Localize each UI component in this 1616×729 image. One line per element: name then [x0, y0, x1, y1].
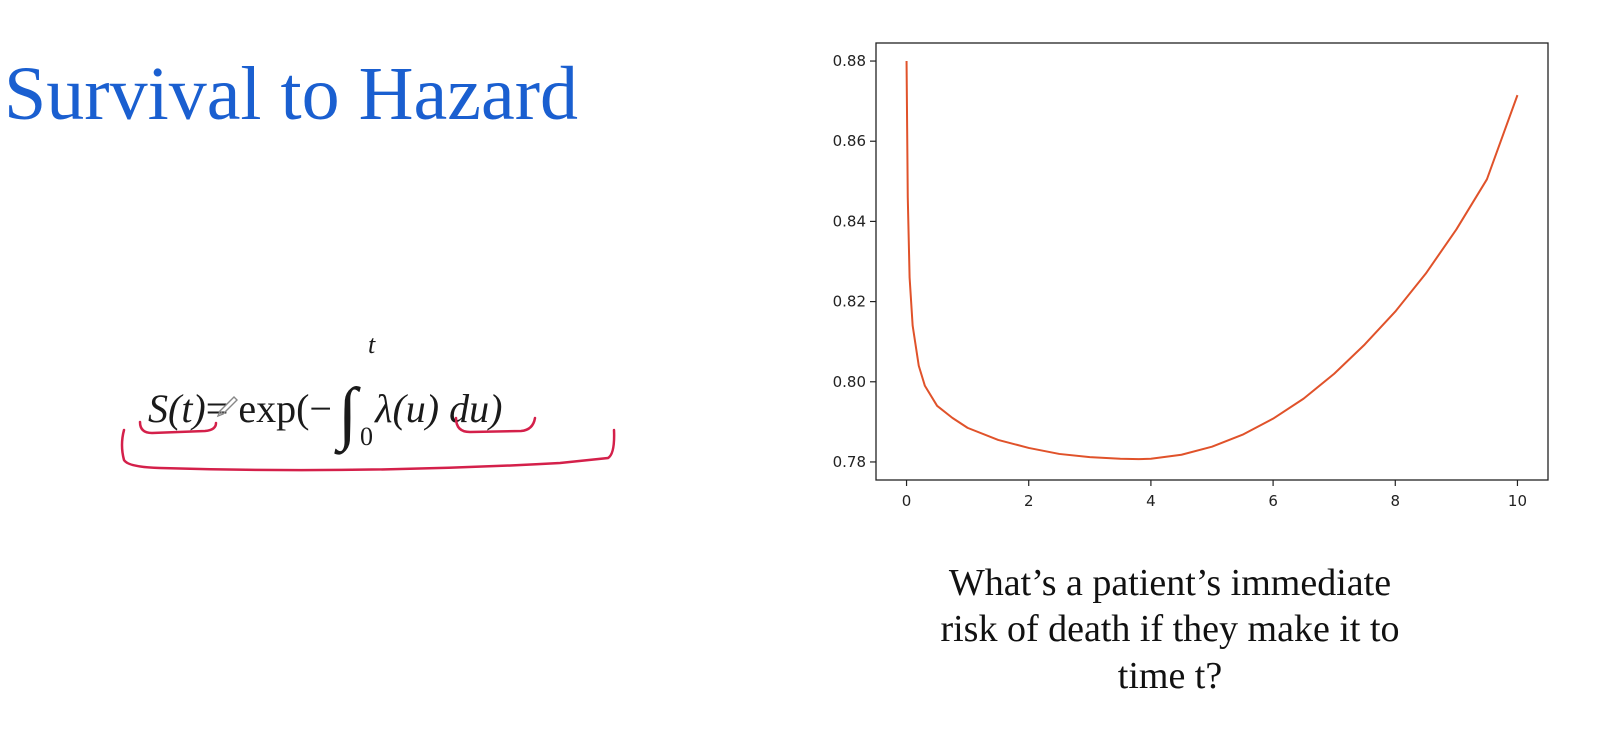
formula-brace — [120, 428, 616, 472]
y-tick-label: 0.84 — [833, 212, 866, 230]
hazard-chart: 0.78 0.80 0.82 0.84 0.86 0.88 0 2 4 6 8 10 — [833, 42, 1549, 510]
x-axis: 0 2 4 6 8 10 — [902, 480, 1527, 510]
integral-lower-limit: 0 — [359, 422, 373, 451]
exp-term: exp(− — [238, 386, 332, 431]
plot-frame — [875, 42, 1549, 481]
x-tick-label: 6 — [1268, 492, 1278, 510]
x-tick-label: 4 — [1146, 492, 1156, 510]
question-text: What’s a patient’s immediate risk of dea… — [870, 560, 1470, 699]
hazard-function: λ(u) — [375, 386, 440, 431]
slide-title: Survival to Hazard — [4, 52, 579, 136]
survival-formula: S(t)= exp(−∫ t 0 λ(u) du) — [148, 330, 502, 452]
x-tick-label: 2 — [1024, 492, 1034, 510]
hazard-curve — [905, 61, 1519, 461]
y-tick-label: 0.78 — [833, 453, 866, 471]
y-axis: 0.78 0.80 0.82 0.84 0.86 0.88 — [833, 52, 876, 471]
y-tick-label: 0.88 — [833, 52, 866, 70]
integral-sign: ∫ — [337, 375, 358, 452]
question-line-2: risk of death if they make it to — [940, 608, 1400, 651]
x-tick-label: 10 — [1508, 492, 1527, 510]
survival-function: S(t) — [148, 386, 206, 431]
pen-cursor-icon — [216, 396, 238, 418]
x-tick-label: 0 — [902, 492, 912, 510]
y-tick-label: 0.86 — [833, 132, 866, 150]
survival-underline — [138, 420, 218, 435]
integral: ∫ t 0 — [338, 330, 375, 452]
x-tick-label: 8 — [1390, 492, 1400, 510]
y-tick-label: 0.80 — [833, 373, 866, 391]
y-tick-label: 0.82 — [833, 293, 866, 311]
integral-upper-limit: t — [367, 330, 376, 359]
equals-sign: = — [205, 386, 229, 431]
question-line-3: time t? — [1117, 654, 1223, 697]
question-line-1: What’s a patient’s immediate — [948, 562, 1392, 604]
hazard-underline — [454, 416, 537, 434]
